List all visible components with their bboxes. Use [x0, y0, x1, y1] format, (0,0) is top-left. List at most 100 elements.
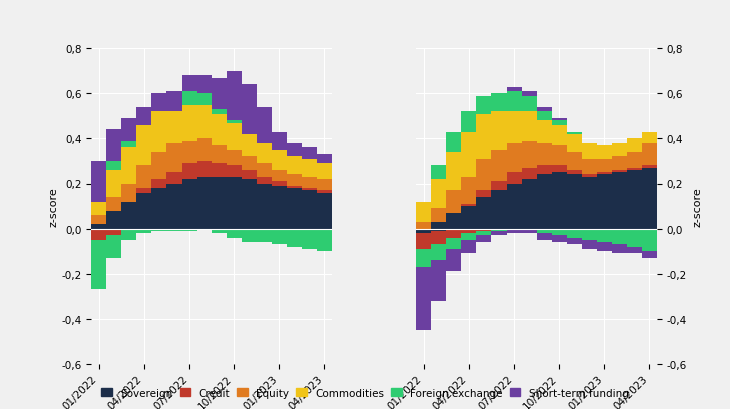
Bar [566, 135, 582, 153]
Bar [552, 126, 566, 146]
Bar [166, 184, 182, 229]
Bar [182, 164, 196, 180]
Bar [227, 166, 242, 177]
Bar [582, 159, 597, 175]
Bar [196, 105, 212, 139]
Bar [552, 146, 566, 166]
Bar [627, 229, 642, 247]
Bar [582, 240, 597, 249]
Bar [507, 112, 521, 144]
Bar [446, 132, 461, 153]
Bar [272, 229, 287, 245]
Bar [642, 169, 657, 229]
Bar [166, 173, 182, 184]
Y-axis label: z-score: z-score [693, 187, 702, 226]
Bar [597, 175, 612, 229]
Bar [257, 144, 272, 164]
Bar [566, 153, 582, 171]
Bar [537, 108, 552, 112]
Bar [121, 119, 137, 141]
Bar [446, 191, 461, 213]
Bar [107, 236, 121, 258]
Bar [597, 173, 612, 175]
Bar [317, 164, 332, 180]
Bar [242, 171, 257, 180]
Bar [212, 164, 227, 177]
Bar [521, 229, 537, 234]
Bar [416, 229, 431, 234]
Bar [431, 261, 446, 301]
Bar [612, 245, 627, 254]
Bar [582, 175, 597, 177]
Bar [627, 171, 642, 229]
Bar [431, 166, 446, 180]
Bar [537, 166, 552, 175]
Bar [212, 177, 227, 229]
Bar [612, 229, 627, 245]
Bar [137, 193, 151, 229]
Bar [431, 209, 446, 222]
Bar [552, 121, 566, 126]
Bar [537, 112, 552, 121]
Bar [196, 76, 212, 94]
Bar [477, 236, 491, 243]
Bar [182, 105, 196, 141]
Bar [537, 175, 552, 229]
Bar [612, 157, 627, 171]
Bar [431, 180, 446, 209]
Bar [461, 229, 477, 234]
Bar [446, 213, 461, 229]
Bar [552, 119, 566, 121]
Bar [461, 132, 477, 177]
Bar [566, 171, 582, 175]
Bar [121, 184, 137, 202]
Bar [491, 231, 507, 236]
Bar [507, 144, 521, 173]
Bar [91, 162, 107, 202]
Bar [242, 135, 257, 157]
Bar [477, 114, 491, 159]
Bar [552, 236, 566, 243]
Bar [121, 202, 137, 229]
Bar [242, 229, 257, 243]
Bar [227, 72, 242, 121]
Bar [212, 114, 227, 146]
Bar [537, 229, 552, 234]
Bar [257, 108, 272, 144]
Bar [566, 132, 582, 135]
Bar [627, 139, 642, 153]
Bar [212, 229, 227, 234]
Bar [196, 177, 212, 229]
Bar [121, 141, 137, 148]
Bar [287, 157, 302, 175]
Bar [491, 229, 507, 231]
Bar [212, 110, 227, 114]
Bar [507, 92, 521, 112]
Bar [317, 180, 332, 191]
Bar [491, 182, 507, 191]
Bar [151, 189, 166, 229]
Bar [137, 166, 151, 189]
Bar [566, 175, 582, 229]
Bar [582, 229, 597, 240]
Bar [537, 121, 552, 144]
Bar [107, 162, 121, 171]
Bar [137, 229, 151, 234]
Bar [107, 211, 121, 229]
Bar [477, 229, 491, 231]
Bar [257, 164, 272, 177]
Bar [642, 166, 657, 169]
Bar [151, 153, 166, 180]
Bar [151, 112, 166, 153]
Bar [121, 148, 137, 184]
Bar [182, 180, 196, 229]
Bar [552, 229, 566, 236]
Bar [416, 267, 431, 330]
Bar [521, 168, 537, 180]
Bar [461, 234, 477, 240]
Bar [461, 207, 477, 229]
Bar [431, 229, 446, 231]
Bar [91, 202, 107, 216]
Bar [166, 92, 182, 112]
Bar [242, 157, 257, 171]
